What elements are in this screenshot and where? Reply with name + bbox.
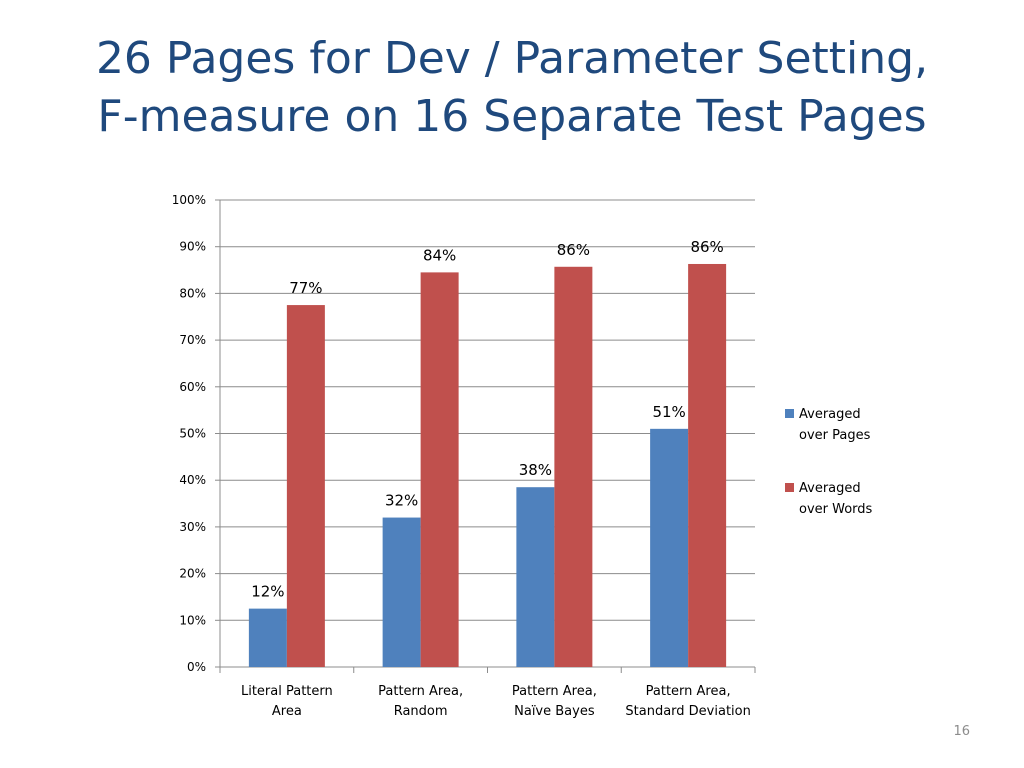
slide-title-line-1: 26 Pages for Dev / Parameter Setting, [95, 33, 929, 84]
bar [650, 428, 689, 667]
slide-title: 26 Pages for Dev / Parameter Setting, F-… [0, 30, 1024, 146]
x-tick-label: Standard Deviation [625, 704, 750, 719]
y-tick-label: 90% [179, 240, 206, 254]
y-tick-label: 100% [172, 193, 206, 207]
x-tick-label: Area [272, 704, 302, 719]
bar [420, 272, 459, 667]
legend-label: Averaged [799, 407, 861, 422]
legend-swatch [785, 409, 794, 418]
bar [382, 517, 421, 667]
y-tick-label: 60% [179, 380, 206, 394]
legend-label: over Pages [799, 428, 871, 443]
x-tick-label: Pattern Area, [512, 684, 597, 699]
data-label: 12% [251, 583, 284, 601]
y-tick-label: 10% [179, 613, 206, 627]
legend-swatch [785, 483, 794, 492]
y-tick-label: 50% [179, 427, 206, 441]
legend-label: Averaged [799, 481, 861, 496]
x-tick-label: Pattern Area, [378, 684, 463, 699]
data-label: 32% [385, 492, 418, 510]
y-tick-label: 80% [179, 286, 206, 300]
data-label: 51% [652, 403, 685, 421]
y-tick-label: 20% [179, 567, 206, 581]
bar [554, 266, 593, 667]
y-tick-label: 0% [187, 660, 206, 674]
y-tick-label: 30% [179, 520, 206, 534]
bar [286, 305, 325, 667]
data-label: 84% [423, 246, 456, 264]
data-label: 86% [690, 238, 723, 256]
x-tick-label: Random [394, 704, 448, 719]
x-tick-label: Literal Pattern [241, 684, 333, 699]
x-tick-label: Naïve Bayes [514, 704, 595, 719]
data-label: 77% [289, 279, 322, 297]
slide-number: 16 [953, 724, 970, 739]
y-tick-label: 70% [179, 333, 206, 347]
data-label: 38% [519, 461, 552, 479]
bar [248, 608, 287, 667]
slide-title-line-2: F-measure on 16 Separate Test Pages [97, 91, 927, 142]
bar [688, 263, 727, 667]
y-tick-label: 40% [179, 473, 206, 487]
legend-label: over Words [799, 502, 873, 517]
data-label: 86% [557, 241, 590, 259]
bar [516, 487, 555, 667]
x-tick-label: Pattern Area, [646, 684, 731, 699]
